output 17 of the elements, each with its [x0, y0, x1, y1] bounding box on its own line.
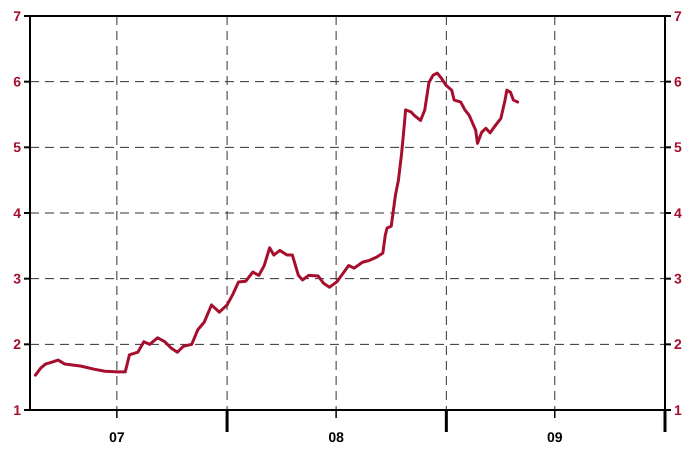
y2-tick-label: 4 [674, 204, 682, 221]
y-tick-label: 1 [13, 402, 22, 418]
y-tick-label: 5 [13, 139, 22, 156]
y-tick-label: 7 [13, 8, 22, 24]
y-tick-label: 2 [13, 336, 22, 352]
y2-tick-label: 7 [674, 8, 682, 24]
y2-tick-label: 6 [674, 74, 682, 90]
y2-tick-label: 2 [674, 336, 682, 352]
y-tick-label: 6 [13, 74, 22, 90]
y2-tick-label: 5 [674, 139, 682, 156]
y-tick-label: 4 [13, 204, 22, 221]
x-tick-label: 09 [546, 429, 563, 445]
y2-tick-label: 3 [674, 270, 682, 287]
y-tick-label: 3 [13, 270, 22, 287]
x-tick-label: 08 [328, 429, 344, 445]
y2-tick-label: 1 [674, 402, 682, 418]
x-tick-label: 07 [109, 429, 125, 445]
